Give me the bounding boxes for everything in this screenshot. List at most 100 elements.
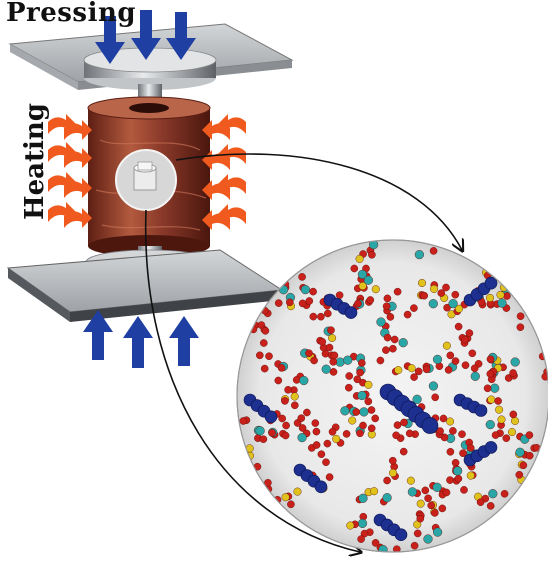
- sulfur-atom: [508, 428, 516, 436]
- oxygen-atom: [445, 366, 452, 373]
- oxygen-atom: [281, 397, 288, 404]
- oxygen-atom: [353, 408, 360, 415]
- oxygen-atom: [484, 385, 491, 392]
- oxygen-atom: [393, 432, 400, 439]
- metal-atom: [433, 528, 442, 537]
- oxygen-atom: [372, 415, 379, 422]
- oxygen-atom: [359, 422, 366, 429]
- oxygen-atom: [430, 247, 437, 254]
- oxygen-atom: [326, 474, 333, 481]
- oxygen-atom: [287, 501, 294, 508]
- oxygen-atom: [410, 305, 417, 312]
- sulfur-atom: [500, 284, 508, 292]
- sulfur-atom: [418, 279, 426, 287]
- oxygen-atom: [503, 435, 510, 442]
- oxygen-atom: [389, 345, 396, 352]
- metal-atom: [360, 408, 369, 417]
- oxygen-atom: [462, 336, 469, 343]
- oxygen-atom: [282, 432, 289, 439]
- oxygen-atom: [299, 273, 306, 280]
- sulfur-atom: [511, 417, 519, 425]
- sulfur-atom: [417, 500, 425, 508]
- metal-atom: [449, 299, 458, 308]
- oxygen-atom: [452, 358, 459, 365]
- sulfur-atom: [294, 488, 302, 496]
- oxygen-atom: [305, 350, 312, 357]
- metal-atom: [488, 489, 497, 498]
- sulfur-atom: [488, 396, 496, 404]
- metal-atom: [486, 420, 495, 429]
- metal-atom: [299, 376, 308, 385]
- oxygen-atom: [487, 370, 494, 377]
- oxygen-atom: [278, 364, 285, 371]
- oxygen-atom: [422, 487, 429, 494]
- guest-molecule-atom: [475, 405, 487, 417]
- oxygen-atom: [265, 353, 272, 360]
- sample-pellet: [134, 162, 156, 190]
- oxygen-atom: [299, 300, 306, 307]
- oxygen-atom: [336, 292, 343, 299]
- sulfur-atom: [407, 477, 415, 485]
- sulfur-atom: [486, 294, 494, 302]
- oxygen-atom: [269, 429, 276, 436]
- oxygen-atom: [293, 376, 300, 383]
- oxygen-atom: [432, 394, 439, 401]
- sulfur-atom: [356, 255, 364, 263]
- oxygen-atom: [477, 499, 484, 506]
- oxygen-atom: [421, 292, 428, 299]
- bottom-plate: [8, 250, 282, 322]
- oxygen-atom: [324, 310, 331, 317]
- pressing-label: Pressing: [6, 0, 136, 28]
- oxygen-atom: [306, 297, 313, 304]
- oxygen-atom: [440, 415, 447, 422]
- oxygen-atom: [319, 338, 326, 345]
- oxygen-atom: [460, 486, 467, 493]
- oxygen-atom: [384, 295, 391, 302]
- metal-atom: [379, 545, 388, 554]
- oxygen-atom: [345, 384, 352, 391]
- oxygen-atom: [260, 339, 267, 346]
- oxygen-atom: [372, 539, 379, 546]
- up-arrow-icon: [123, 316, 153, 368]
- oxygen-atom: [279, 415, 286, 422]
- metal-atom: [358, 391, 367, 400]
- metal-atom: [364, 276, 373, 285]
- oxygen-atom: [326, 344, 333, 351]
- guest-molecule-atom: [315, 481, 327, 493]
- oxygen-atom: [469, 350, 476, 357]
- oxygen-atom: [285, 386, 292, 393]
- oxygen-atom: [503, 292, 510, 299]
- metal-atom: [498, 299, 507, 308]
- copper-heater: [88, 97, 210, 257]
- sulfur-atom: [395, 366, 403, 374]
- sulfur-atom: [430, 285, 438, 293]
- oxygen-atom: [351, 265, 358, 272]
- oxygen-atom: [394, 288, 401, 295]
- oxygen-atom: [357, 369, 364, 376]
- oxygen-atom: [384, 477, 391, 484]
- oxygen-atom: [414, 530, 421, 537]
- oxygen-atom: [462, 362, 469, 369]
- oxygen-atom: [471, 365, 478, 372]
- oxygen-atom: [262, 327, 269, 334]
- sulfur-atom: [495, 406, 503, 414]
- oxygen-atom: [516, 471, 523, 478]
- oxygen-atom: [447, 448, 454, 455]
- metal-atom: [424, 535, 433, 544]
- sulfur-atom: [282, 493, 290, 501]
- metal-atom: [433, 483, 442, 492]
- oxygen-atom: [261, 365, 268, 372]
- oxygen-atom: [492, 432, 499, 439]
- oxygen-atom: [446, 477, 453, 484]
- sulfur-atom: [443, 342, 451, 350]
- metal-atom: [399, 338, 408, 347]
- metal-atom: [433, 355, 442, 364]
- oxygen-atom: [431, 509, 438, 516]
- oxygen-atom: [286, 299, 293, 306]
- metal-atom: [429, 382, 438, 391]
- crystal-structure-zoom: [237, 240, 548, 554]
- oxygen-atom: [466, 330, 473, 337]
- guest-molecule-atom: [422, 418, 438, 434]
- sulfur-atom: [370, 487, 378, 495]
